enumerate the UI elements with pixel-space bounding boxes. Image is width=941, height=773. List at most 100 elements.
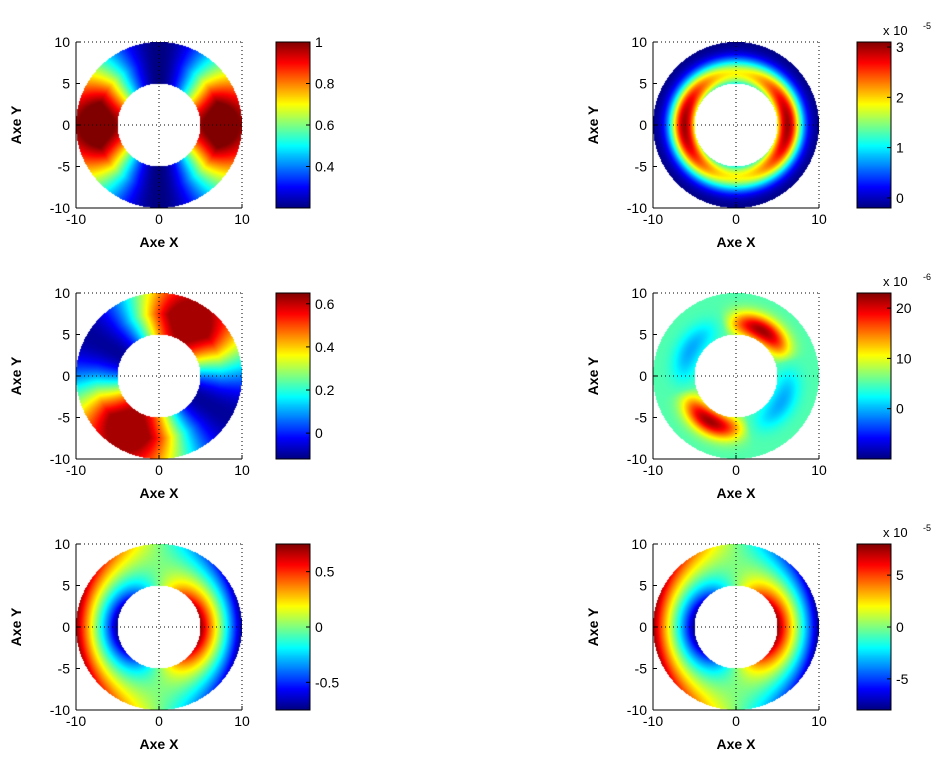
x-tick-label: -10 [643,713,663,729]
colorbar-gradient [857,42,891,208]
colorbar-tick-label: 0.6 [315,117,335,133]
colorbar-tick-label: 5 [896,567,904,583]
x-tick-label: 0 [732,211,740,227]
colorbar-tick-label: 0 [315,619,323,635]
y-tick-label: 10 [54,285,70,301]
y-tick-label: 5 [639,76,647,92]
x-tick-label: 10 [811,211,827,227]
annulus-heatmap [76,293,242,459]
y-tick-label: 0 [62,368,70,384]
y-tick-label: 0 [62,619,70,635]
y-tick-label: -10 [627,200,647,216]
colorbar-tick-label: 0.8 [315,76,335,92]
y-tick-label: -5 [58,661,71,677]
y-tick-label: 10 [631,536,647,552]
colorbar-tick-label: 1 [896,140,904,156]
y-tick-label: 0 [639,368,647,384]
y-tick-label: 10 [54,34,70,50]
y-tick-label: -10 [50,702,70,718]
annulus-heatmap [76,544,242,710]
colorbar-frame [856,292,892,460]
colorbar-tick-label: -5 [896,671,909,687]
colorbar-multiplier: x 10 [883,23,908,38]
y-tick-label: 10 [54,536,70,552]
x-tick-label: 10 [811,713,827,729]
colorbar-frame [856,41,892,209]
y-tick-label: 5 [639,578,647,594]
colorbar-gradient [857,293,891,459]
subplot-4: -10 0 10 10 5 0 -5 -10 Axe X Axe Y 20 10 0 x 10 -6 [585,272,931,501]
x-tick-label: 0 [155,462,163,478]
colorbar-tick-label: 0.6 [315,296,335,312]
subplot-6: -10 0 10 10 5 0 -5 -10 Axe X Axe Y 5 0 -5 x 10 -5 [585,523,931,752]
x-axis-label: Axe X [717,485,757,501]
subplot-5: -10 0 10 10 5 0 -5 -10 Axe X Axe Y 0.5 0 -0.5 [8,536,339,752]
colorbar-multiplier: x 10 [883,525,908,540]
colorbar-gradient [276,544,310,710]
y-axis-label: Axe Y [8,607,24,646]
colorbar-exponent: -6 [923,272,931,282]
y-axis-label: Axe Y [8,356,24,395]
colorbar-tick-label: 0 [315,425,323,441]
colorbar-gradient [276,293,310,459]
colorbar-tick-label: 0 [896,619,904,635]
x-tick-label: -10 [66,211,86,227]
y-tick-label: -10 [50,451,70,467]
y-axis-label: Axe Y [585,607,601,646]
x-tick-label: 10 [234,211,250,227]
annulus-heatmap [653,293,819,459]
y-tick-label: 5 [62,327,70,343]
x-tick-label: 10 [234,713,250,729]
y-tick-label: -10 [627,451,647,467]
colorbar-exponent: -5 [923,21,931,31]
x-tick-label: 10 [811,462,827,478]
y-tick-label: 10 [631,285,647,301]
colorbar-gradient [276,42,310,208]
y-axis-label: Axe Y [585,356,601,395]
x-tick-label: -10 [66,713,86,729]
colorbar-tick-label: 1 [315,34,323,50]
colorbar-tick-label: -0.5 [315,674,339,690]
annulus-heatmap [653,42,819,208]
annulus-heatmap [76,42,242,208]
y-axis-label: Axe Y [8,105,24,144]
colorbar-tick-label: 0.2 [315,382,335,398]
x-axis-label: Axe X [717,234,757,250]
colorbar-tick-label: 0 [896,190,904,206]
x-axis-label: Axe X [140,234,180,250]
y-tick-label: 0 [639,117,647,133]
x-tick-label: -10 [643,211,663,227]
y-tick-label: 5 [639,327,647,343]
colorbar-tick-label: 0.5 [315,564,335,580]
colorbar-tick-label: 0 [896,401,904,417]
y-tick-label: -5 [635,410,648,426]
y-tick-label: -5 [58,410,71,426]
x-tick-label: 0 [732,462,740,478]
x-tick-label: -10 [66,462,86,478]
subplot-3: -10 0 10 10 5 0 -5 -10 Axe X Axe Y 0.6 0.4 0.2 0 [8,285,335,501]
annulus-heatmap [653,544,819,710]
y-tick-label: 0 [639,619,647,635]
x-axis-label: Axe X [717,736,757,752]
colorbar-gradient [857,544,891,710]
colorbar-exponent: -5 [923,523,931,533]
colorbar-tick-label: 2 [896,89,904,105]
colorbar-tick-label: 3 [896,39,904,55]
y-tick-label: 5 [62,76,70,92]
y-tick-label: -10 [627,702,647,718]
y-tick-label: -5 [635,661,648,677]
x-tick-label: 0 [155,211,163,227]
y-tick-label: -5 [635,159,648,175]
x-tick-label: 0 [732,713,740,729]
x-tick-label: -10 [643,462,663,478]
colorbar-multiplier: x 10 [883,274,908,289]
y-tick-label: 5 [62,578,70,594]
y-tick-label: -10 [50,200,70,216]
colorbar-tick-label: 20 [896,300,912,316]
colorbar-tick-label: 0.4 [315,159,335,175]
y-tick-label: 0 [62,117,70,133]
colorbar-tick-label: 0.4 [315,339,335,355]
subplot-1: -10 0 10 10 5 0 -5 -10 Axe X Axe Y 1 0.8 0.6 0.4 [8,34,335,250]
